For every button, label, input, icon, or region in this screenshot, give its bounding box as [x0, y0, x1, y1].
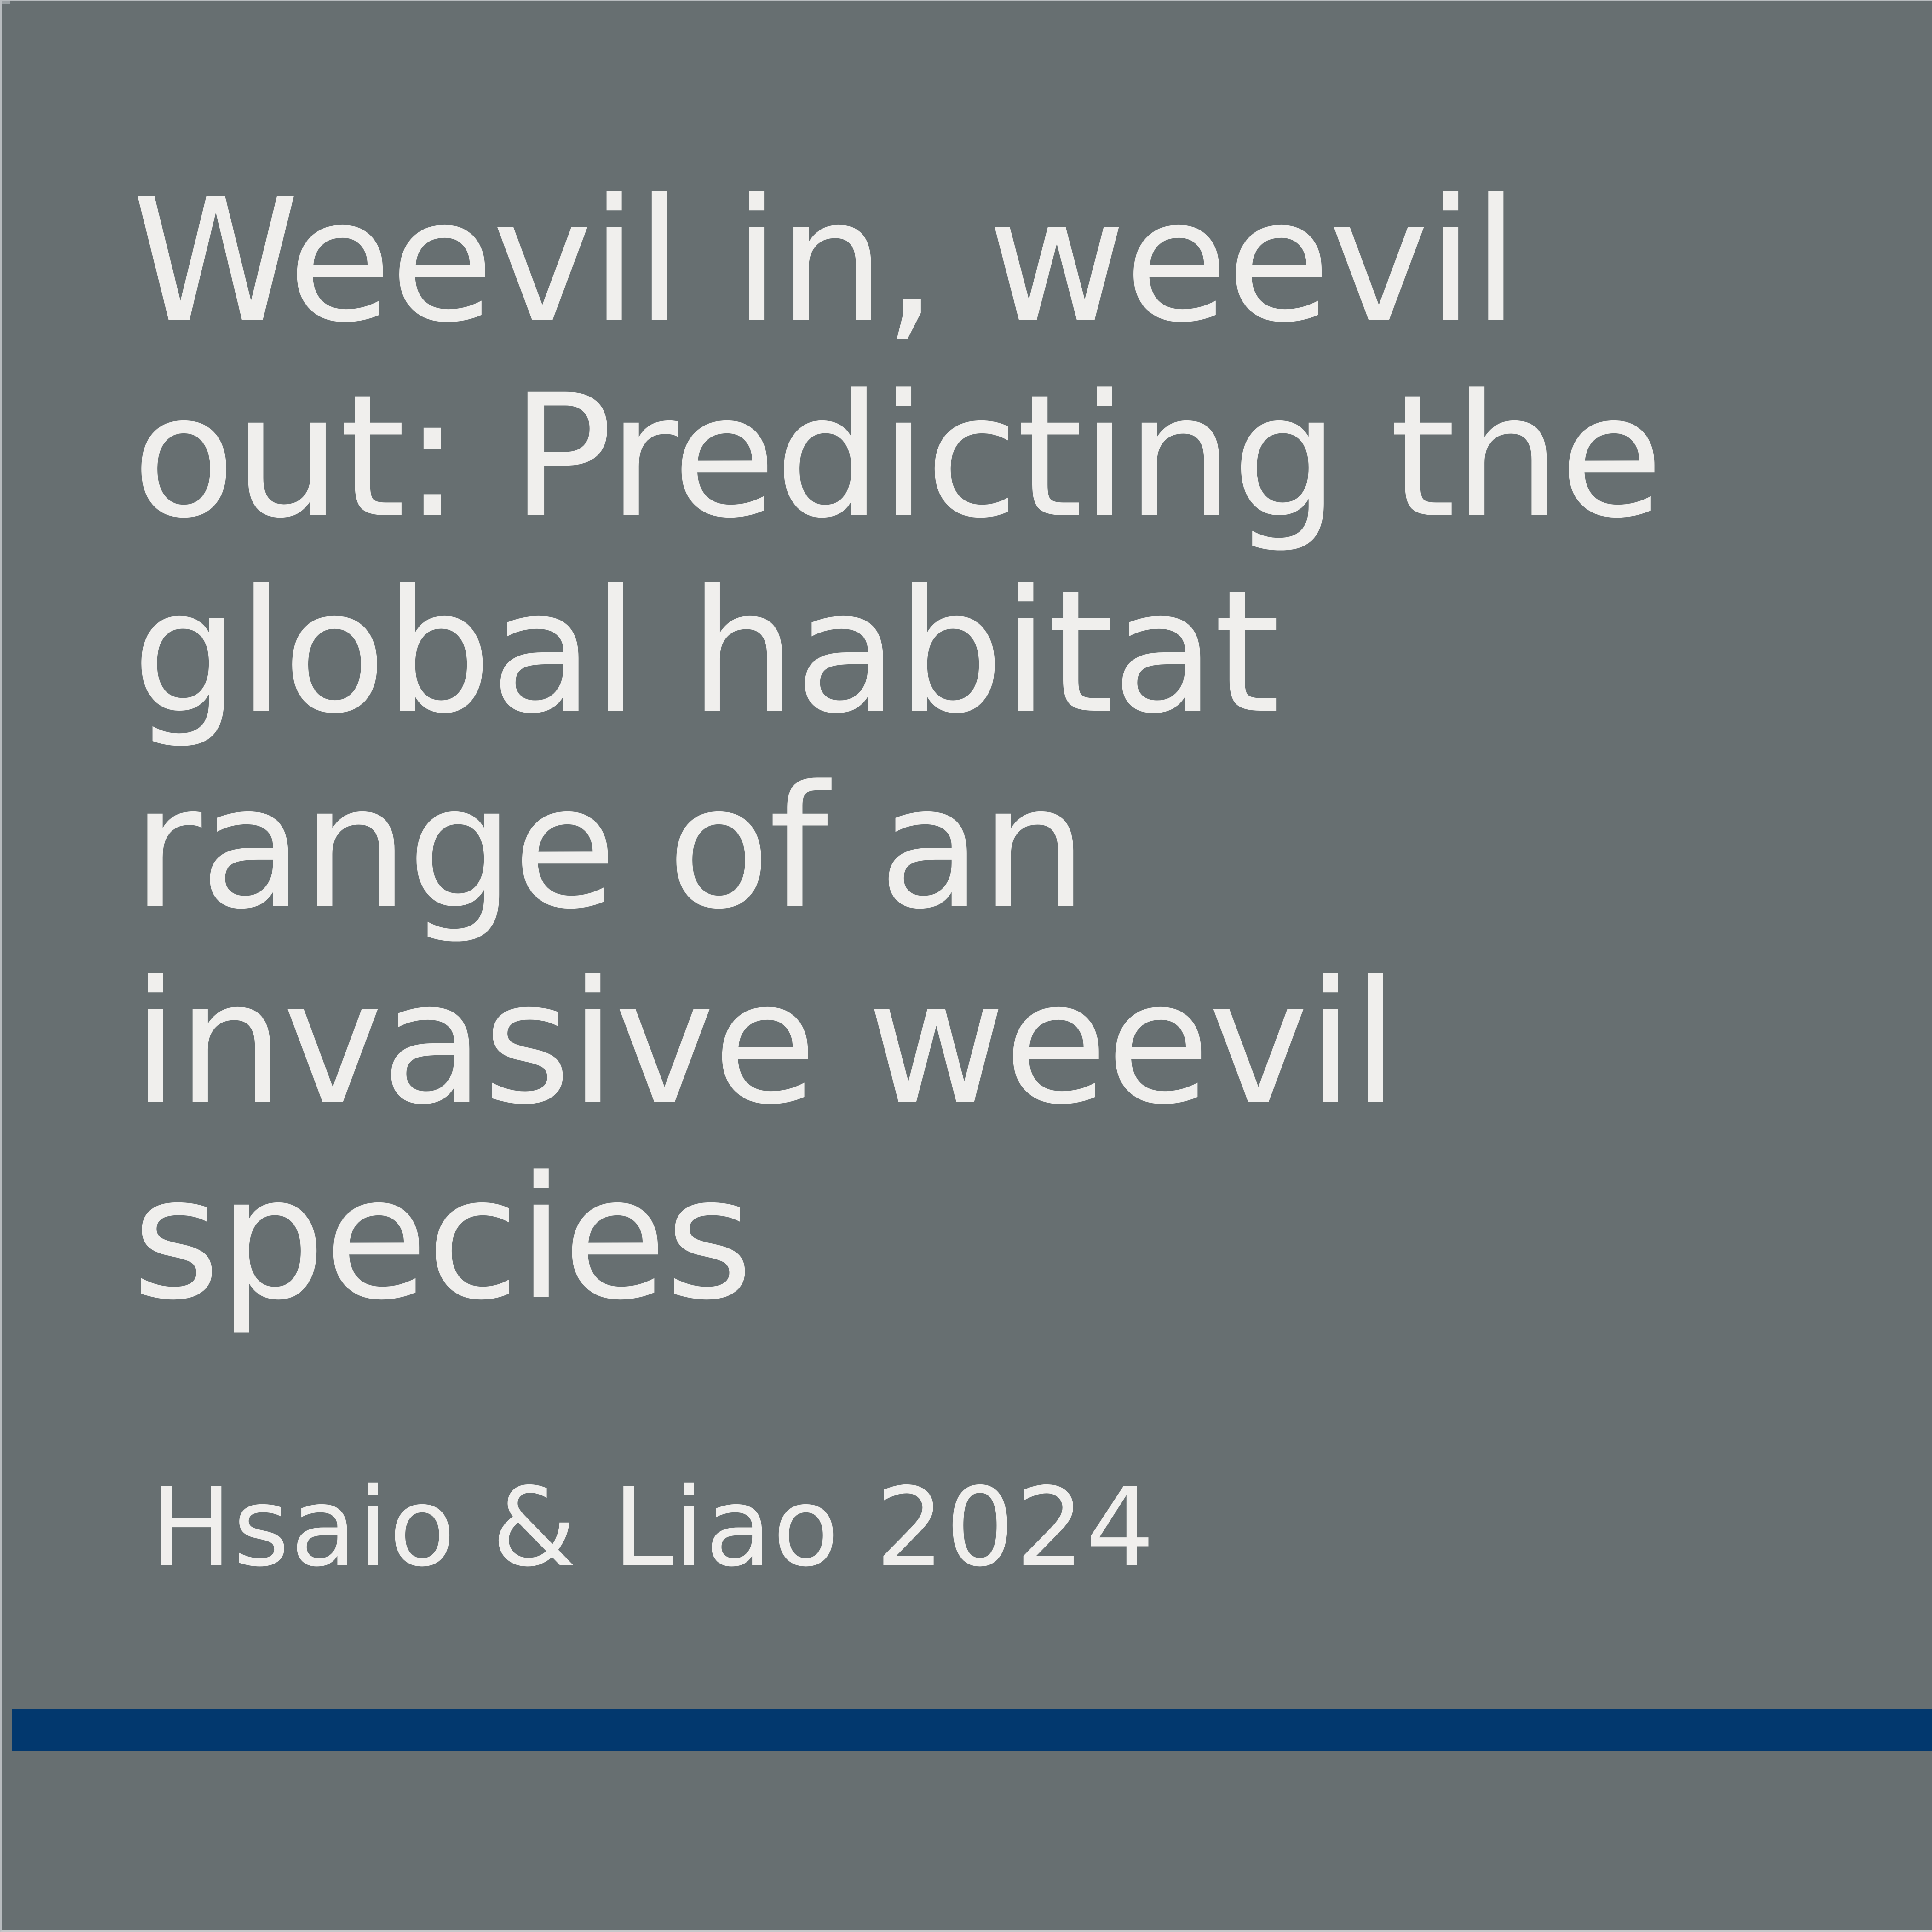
accent-bar [12, 1709, 1932, 1751]
author-citation: Hsaio & Liao 2024 [150, 1464, 1156, 1591]
slide-title: Weevil in, weevil out: Predicting the gl… [132, 162, 1663, 1337]
corner-mark [2, 1, 10, 4]
